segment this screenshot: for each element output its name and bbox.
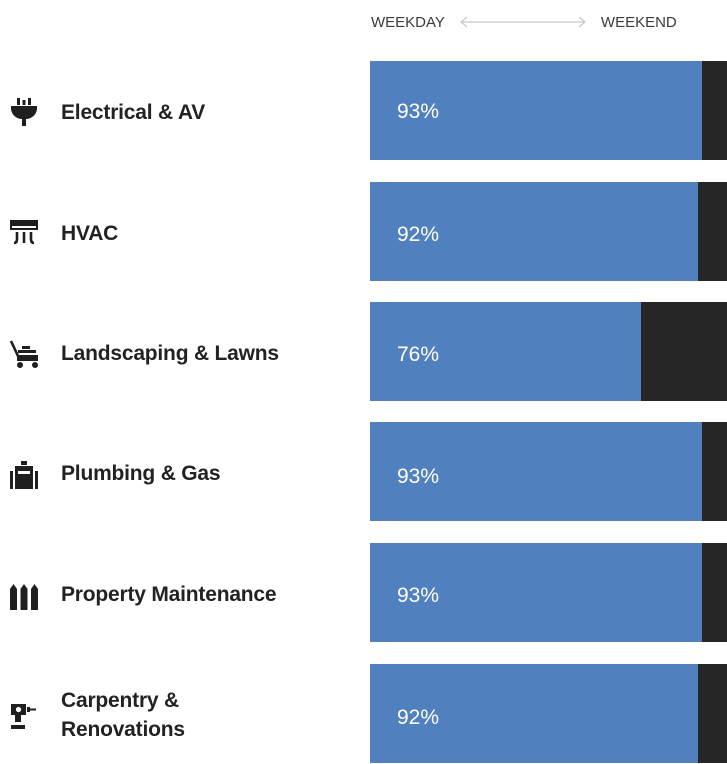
lawn-mower-icon bbox=[9, 340, 38, 368]
weekday-pct-label: 93% bbox=[397, 100, 440, 123]
category-row-plumbing: Plumbing & Gas 93% bbox=[0, 422, 727, 522]
double-arrow-icon bbox=[459, 16, 586, 28]
weekend-label: WEEKEND bbox=[600, 13, 677, 31]
category-row-electrical: Electrical & AV 93% bbox=[0, 61, 727, 161]
category-label-multiline: Carpentry & Renovations bbox=[61, 686, 185, 744]
air-conditioner-icon bbox=[10, 220, 38, 245]
weekday-pct-label: 93% bbox=[397, 584, 440, 607]
category-label: HVAC bbox=[61, 222, 119, 245]
weekday-pct-label: 92% bbox=[397, 706, 440, 729]
category-row-property-maintenance: Property Maintenance 93% bbox=[0, 543, 727, 643]
water-heater-icon bbox=[10, 461, 38, 489]
weekday-label: WEEKDAY bbox=[371, 13, 445, 31]
category-label: Electrical & AV bbox=[61, 101, 206, 124]
category-row-hvac: HVAC 92% bbox=[0, 182, 727, 282]
category-label-line-2: Renovations bbox=[61, 718, 185, 741]
weekend-bar: 92% bbox=[370, 664, 727, 763]
plug-icon bbox=[11, 98, 37, 126]
weekday-bar bbox=[370, 543, 702, 642]
category-label: Landscaping & Lawns bbox=[61, 342, 279, 365]
category-label-line-1: Carpentry & bbox=[61, 689, 179, 712]
weekday-bar bbox=[370, 664, 699, 763]
chart-header: WEEKDAY WEEKEND bbox=[371, 13, 677, 31]
weekday-pct-label: 93% bbox=[397, 465, 440, 488]
category-label: Plumbing & Gas bbox=[61, 462, 221, 485]
weekend-bar: 92% bbox=[370, 182, 727, 281]
fence-icon bbox=[10, 584, 38, 610]
weekend-bar: 93% bbox=[370, 543, 727, 642]
weekday-bar bbox=[370, 422, 702, 521]
weekday-bar bbox=[370, 61, 702, 160]
weekday-pct-label: 92% bbox=[397, 223, 440, 246]
weekday-bar bbox=[370, 302, 642, 401]
drill-icon bbox=[11, 704, 36, 729]
category-label: Property Maintenance bbox=[61, 583, 277, 606]
weekend-bar: 76% bbox=[370, 302, 727, 401]
weekday-pct-label: 76% bbox=[397, 343, 440, 366]
weekday-bar bbox=[370, 182, 699, 281]
category-row-carpentry: Carpentry & Renovations 92% bbox=[0, 664, 727, 764]
weekend-bar: 93% bbox=[370, 61, 727, 160]
weekend-bar: 93% bbox=[370, 422, 727, 521]
category-row-landscaping: Landscaping & Lawns 76% bbox=[0, 302, 727, 402]
